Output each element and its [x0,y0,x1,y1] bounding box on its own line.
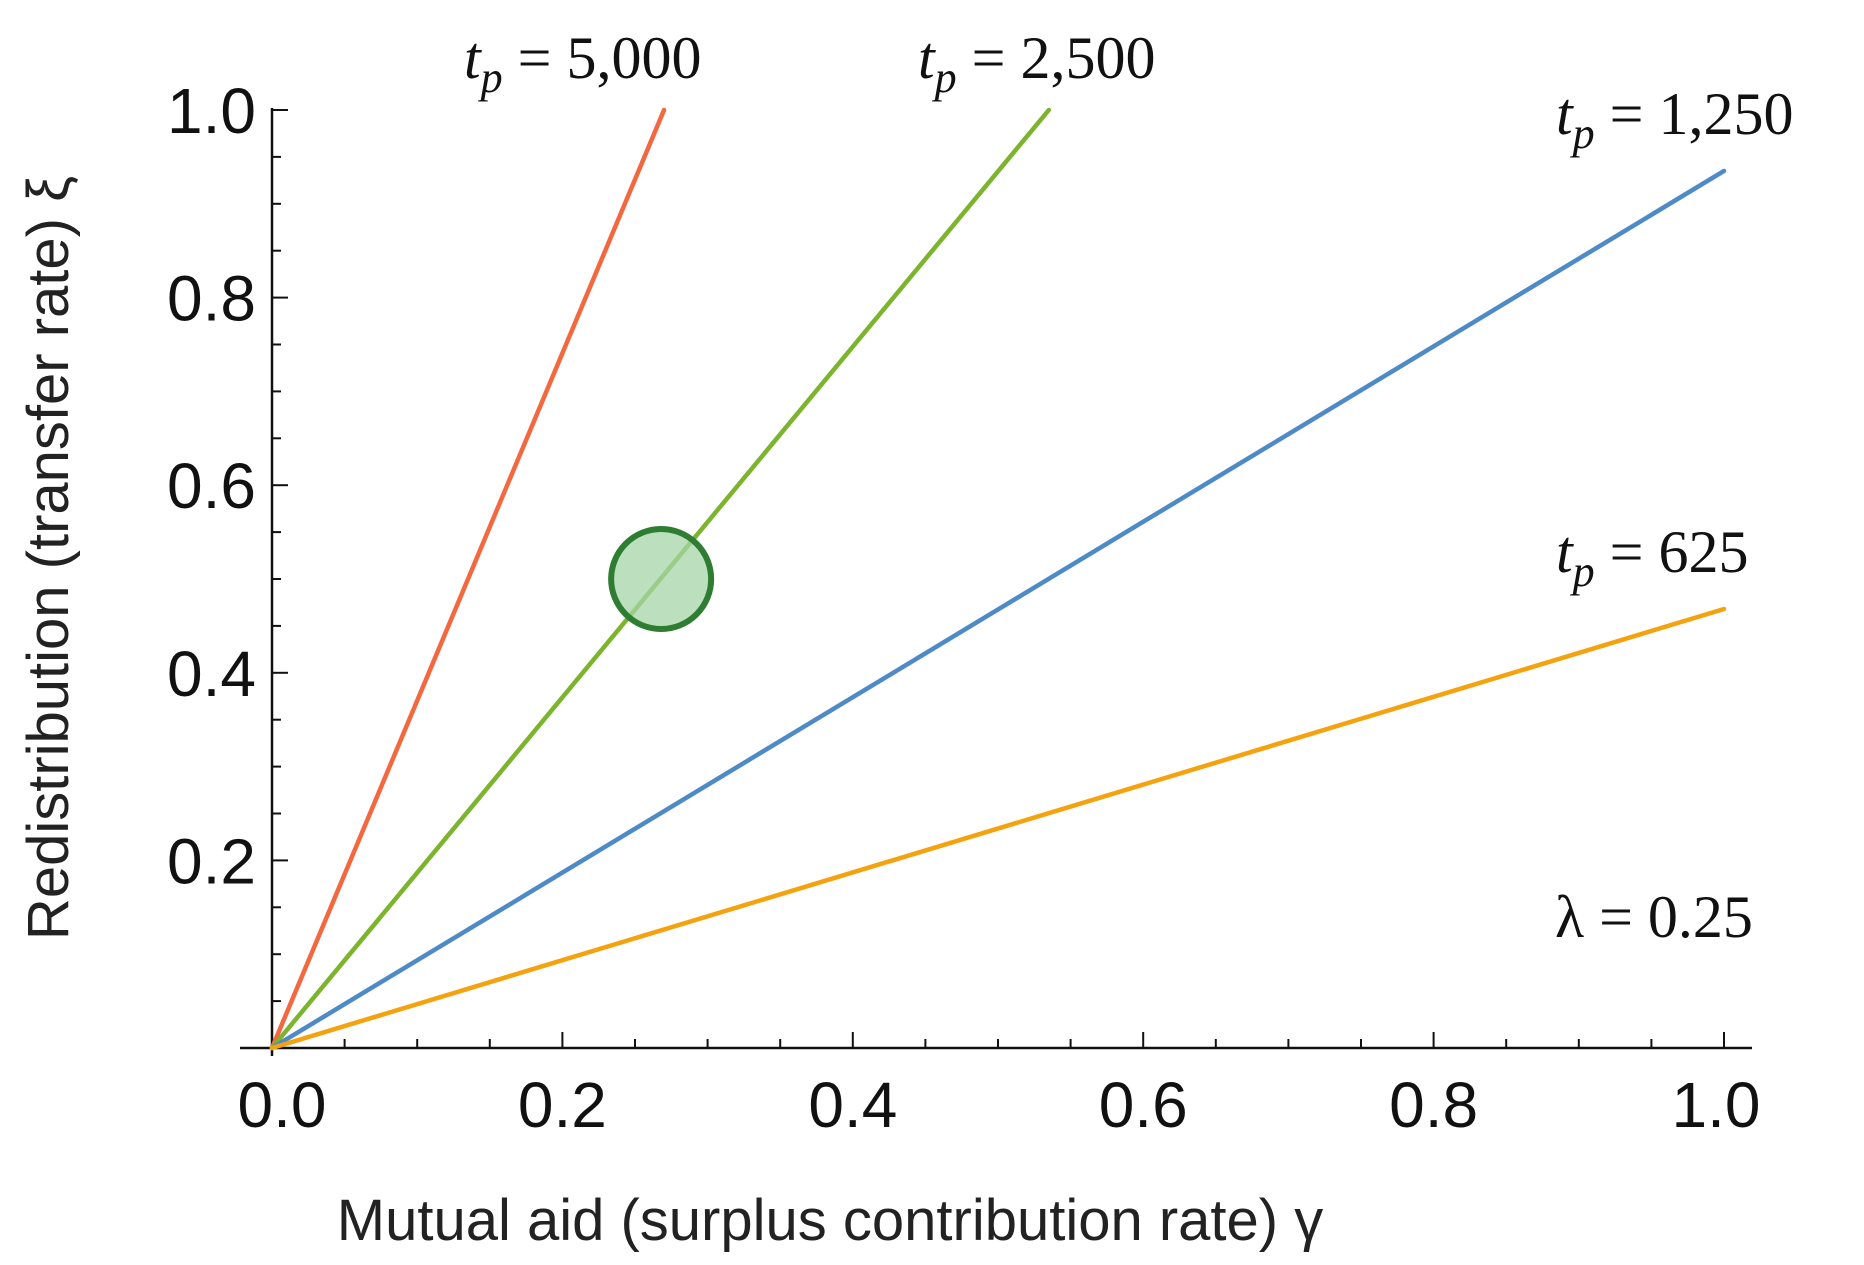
axes: 0.0 0.2 0.4 0.6 0.8 1.0 0.2 0.4 0.6 0.8 1.0 [167,75,1760,1141]
x-tick-label: 0.0 [238,1069,327,1141]
x-tick-label: 0.8 [1389,1069,1478,1141]
series-line [269,168,1727,1051]
y-tick-label: 1.0 [167,75,256,147]
y-tick-label: 0.6 [167,450,256,522]
x-tick-label: 1.0 [1672,1069,1761,1141]
series-label: tp = 2,500 [918,25,1156,102]
series-label: tp = 625 [1556,519,1749,596]
x-axis-title: Mutual aid (surplus contribution rate) γ [337,1188,1323,1253]
y-axis-title: Redistribution (transfer rate) ξ [16,176,81,940]
series-label: tp = 1,250 [1556,81,1794,158]
series-lines [269,107,1727,1051]
series-labels: tp = 5,000 tp = 2,500 tp = 1,250 tp = 625 [464,25,1794,596]
x-tick-label: 0.6 [1099,1069,1188,1141]
lambda-annotation: λ = 0.25 [1555,884,1753,950]
highlight-marker [608,526,715,632]
y-tick-label: 0.8 [167,263,256,335]
series-line [269,606,1727,1051]
series-label: tp = 5,000 [464,25,702,102]
x-tick-label: 0.2 [518,1069,607,1141]
y-tick-label: 0.4 [167,638,256,710]
x-tick-label: 0.4 [808,1069,897,1141]
y-tick-label: 0.2 [167,825,256,897]
series-line [269,107,667,1051]
highlight-marker-group [608,526,715,632]
